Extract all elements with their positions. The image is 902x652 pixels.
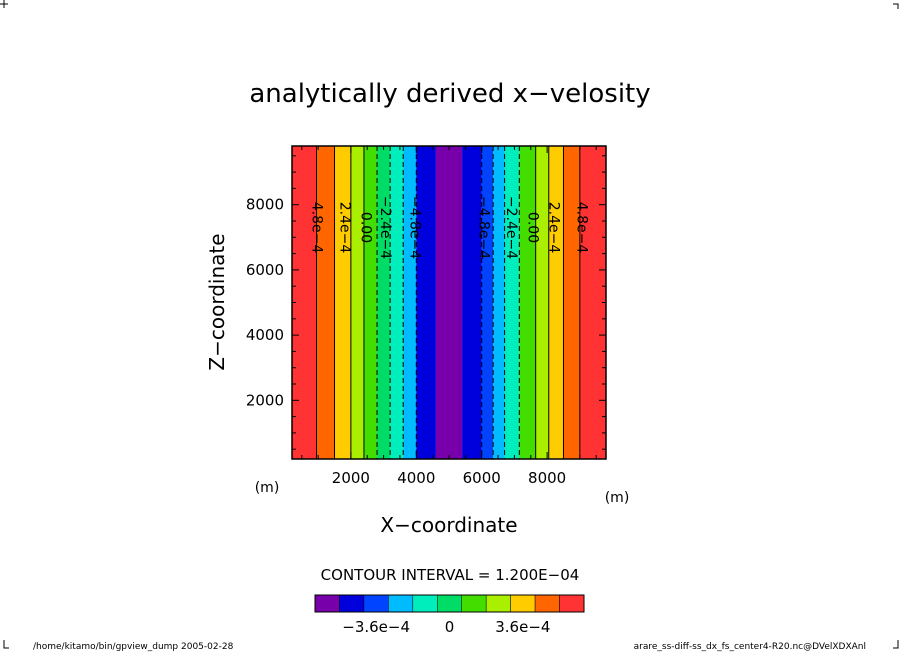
y-tick-label-1: 4000 — [246, 326, 284, 344]
x-unit-left: (m) — [255, 480, 280, 496]
contour-band-10 — [462, 146, 482, 459]
contour-band-7 — [403, 146, 417, 459]
contour-band-5 — [377, 146, 391, 459]
contour-label-8: 2.4e−4 — [546, 202, 562, 254]
colorbar-swatch-4 — [412, 594, 438, 613]
contour-interval-text: CONTOUR INTERVAL = 1.200E−04 — [321, 566, 580, 584]
colorbar-label-2: 3.6e−4 — [495, 618, 550, 636]
x-tick-label-2: 6000 — [463, 469, 501, 487]
colorbar-swatch-5 — [437, 594, 462, 613]
footer-left: /home/kitamo/bin/gpview_dump 2005-02-28 — [33, 642, 234, 652]
contour-label-5: −4.8e−4 — [475, 196, 491, 259]
contour-labels: 4.8e−4 2.4e−4 0.00 −2.4e−4 −4.8e−4 −4.8e−4 −2.… — [309, 196, 590, 259]
contour-band-1 — [316, 146, 335, 459]
contour-band-6 — [390, 146, 404, 459]
contour-label-0: 4.8e−4 — [309, 202, 325, 254]
colorbar-swatch-10 — [559, 594, 585, 613]
colorbar-swatch-6 — [461, 594, 487, 613]
contour-label-9: 4.8e−4 — [573, 202, 589, 254]
colorbar-label-0: −3.6e−4 — [342, 618, 410, 636]
x-axis-label: X−coordinate — [380, 513, 517, 537]
contour-band-15 — [535, 146, 549, 459]
contour-band-9 — [435, 146, 463, 459]
colorbar-labels: −3.6e−4 0 3.6e−4 — [342, 618, 550, 636]
contour-lines — [316, 146, 581, 459]
x-tick-label-3: 8000 — [528, 469, 566, 487]
contour-label-7: 0.00 — [524, 212, 540, 243]
contour-band-16 — [548, 146, 564, 459]
colorbar-swatch-1 — [339, 594, 365, 613]
x-tick-label-1: 4000 — [397, 469, 435, 487]
contour-band-4 — [363, 146, 378, 459]
colorbar-swatch-0 — [314, 594, 340, 613]
contour-label-1: 2.4e−4 — [336, 202, 352, 254]
y-tick-label-0: 2000 — [246, 391, 284, 409]
contour-label-2: 0.00 — [358, 212, 374, 243]
contour-band-11 — [481, 146, 494, 459]
contour-band-13 — [504, 146, 520, 459]
colorbar-swatch-7 — [485, 594, 511, 613]
contour-band-12 — [493, 146, 505, 459]
y-tick-label-2: 6000 — [246, 261, 284, 279]
colorbar — [314, 594, 585, 613]
contour-band-18 — [579, 146, 606, 459]
contour-band-8 — [416, 146, 436, 459]
colorbar-frame — [314, 594, 585, 613]
contour-label-6: −2.4e−4 — [503, 196, 519, 259]
colorbar-label-1: 0 — [445, 618, 455, 636]
colorbar-swatch-3 — [388, 594, 414, 613]
contour-label-3: −2.4e−4 — [377, 196, 393, 259]
chart-title: analytically derived x−velosity — [249, 79, 650, 109]
x-tick-label-0: 2000 — [332, 469, 370, 487]
colorbar-swatch-9 — [534, 594, 560, 613]
contour-band-0 — [292, 146, 317, 459]
contour-fill-bands — [292, 146, 606, 459]
x-tick-labels: 2000 4000 6000 8000 — [332, 469, 566, 487]
y-tick-labels: 2000 4000 6000 8000 — [246, 196, 284, 410]
colorbar-swatch-2 — [363, 594, 389, 613]
y-axis-label: Z−coordinate — [205, 233, 229, 370]
contour-band-14 — [519, 146, 536, 459]
footer-right: arare_ss-diff-ss_dx_fs_center4-R20.nc@DV… — [634, 642, 866, 652]
contour-band-2 — [334, 146, 351, 459]
colorbar-swatch-8 — [510, 594, 536, 613]
axis-ticks — [292, 146, 606, 459]
contour-label-4: −4.8e−4 — [407, 196, 423, 259]
y-tick-label-3: 8000 — [246, 196, 284, 214]
x-unit-right: (m) — [605, 490, 630, 506]
contour-band-3 — [350, 146, 364, 459]
contour-band-17 — [563, 146, 580, 459]
